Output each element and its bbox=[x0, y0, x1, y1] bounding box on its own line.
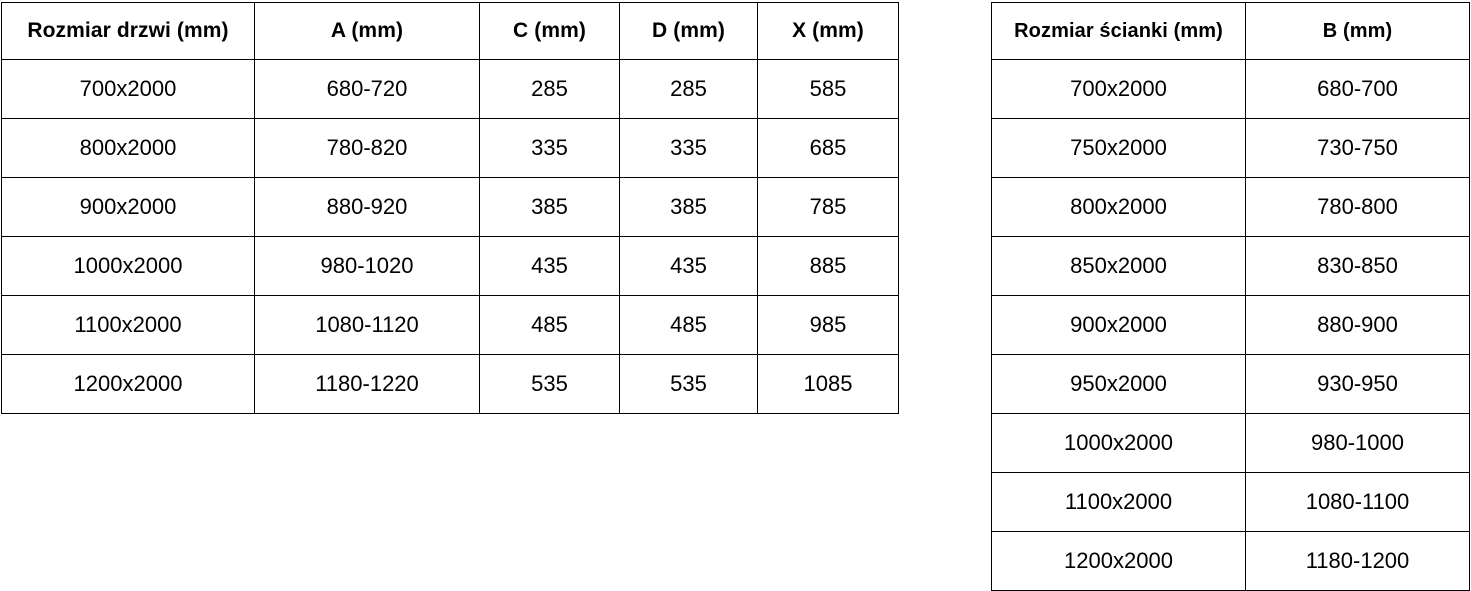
door-cell-c: 435 bbox=[479, 236, 620, 296]
wall-cell-b: 980-1000 bbox=[1245, 413, 1470, 473]
table-row: 800x2000 780-800 bbox=[991, 177, 1470, 237]
table-row: 750x2000 730-750 bbox=[991, 118, 1470, 178]
wall-cell-b: 830-850 bbox=[1245, 236, 1470, 296]
door-table-header-x: X (mm) bbox=[757, 2, 899, 60]
table-row: 700x2000 680-700 bbox=[991, 59, 1470, 119]
door-cell-d: 385 bbox=[619, 177, 758, 237]
door-cell-size: 700x2000 bbox=[1, 59, 255, 119]
door-table-header-a: A (mm) bbox=[254, 2, 480, 60]
door-table-header-d: D (mm) bbox=[619, 2, 758, 60]
door-cell-x: 785 bbox=[757, 177, 899, 237]
door-cell-c: 335 bbox=[479, 118, 620, 178]
table-row: 1000x2000 980-1020 435 435 885 bbox=[1, 236, 899, 296]
table-row: 950x2000 930-950 bbox=[991, 354, 1470, 414]
door-cell-size: 800x2000 bbox=[1, 118, 255, 178]
wall-cell-size: 700x2000 bbox=[991, 59, 1246, 119]
door-cell-size: 1200x2000 bbox=[1, 354, 255, 414]
wall-cell-b: 930-950 bbox=[1245, 354, 1470, 414]
door-table-header-c: C (mm) bbox=[479, 2, 620, 60]
door-cell-c: 485 bbox=[479, 295, 620, 355]
wall-cell-size: 850x2000 bbox=[991, 236, 1246, 296]
door-cell-x: 1085 bbox=[757, 354, 899, 414]
table-row: 900x2000 880-900 bbox=[991, 295, 1470, 355]
door-table-header-row: Rozmiar drzwi (mm) A (mm) C (mm) D (mm) … bbox=[1, 2, 899, 60]
wall-cell-b: 730-750 bbox=[1245, 118, 1470, 178]
door-cell-x: 685 bbox=[757, 118, 899, 178]
door-cell-d: 485 bbox=[619, 295, 758, 355]
wall-table-header-row: Rozmiar ścianki (mm) B (mm) bbox=[991, 2, 1470, 60]
door-cell-x: 885 bbox=[757, 236, 899, 296]
wall-panel-size-table: Rozmiar ścianki (mm) B (mm) 700x2000 680… bbox=[991, 2, 1470, 591]
door-cell-c: 285 bbox=[479, 59, 620, 119]
wall-cell-b: 1180-1200 bbox=[1245, 531, 1470, 591]
door-cell-d: 435 bbox=[619, 236, 758, 296]
table-row: 1200x2000 1180-1220 535 535 1085 bbox=[1, 354, 899, 414]
wall-cell-b: 680-700 bbox=[1245, 59, 1470, 119]
table-row: 1100x2000 1080-1120 485 485 985 bbox=[1, 295, 899, 355]
table-row: 1000x2000 980-1000 bbox=[991, 413, 1470, 473]
door-size-table: Rozmiar drzwi (mm) A (mm) C (mm) D (mm) … bbox=[1, 2, 899, 414]
door-cell-d: 535 bbox=[619, 354, 758, 414]
door-cell-d: 335 bbox=[619, 118, 758, 178]
wall-table-header-b: B (mm) bbox=[1245, 2, 1470, 60]
table-row: 900x2000 880-920 385 385 785 bbox=[1, 177, 899, 237]
door-cell-size: 1100x2000 bbox=[1, 295, 255, 355]
door-cell-a: 880-920 bbox=[254, 177, 480, 237]
wall-cell-size: 1200x2000 bbox=[991, 531, 1246, 591]
wall-cell-b: 880-900 bbox=[1245, 295, 1470, 355]
door-cell-c: 385 bbox=[479, 177, 620, 237]
door-cell-a: 1080-1120 bbox=[254, 295, 480, 355]
wall-cell-b: 1080-1100 bbox=[1245, 472, 1470, 532]
wall-cell-size: 900x2000 bbox=[991, 295, 1246, 355]
wall-cell-size: 950x2000 bbox=[991, 354, 1246, 414]
door-cell-x: 985 bbox=[757, 295, 899, 355]
door-cell-a: 680-720 bbox=[254, 59, 480, 119]
door-table-header-size: Rozmiar drzwi (mm) bbox=[1, 2, 255, 60]
door-cell-d: 285 bbox=[619, 59, 758, 119]
door-cell-x: 585 bbox=[757, 59, 899, 119]
door-cell-size: 900x2000 bbox=[1, 177, 255, 237]
wall-cell-size: 800x2000 bbox=[991, 177, 1246, 237]
door-cell-a: 980-1020 bbox=[254, 236, 480, 296]
wall-cell-size: 1000x2000 bbox=[991, 413, 1246, 473]
table-row: 1100x2000 1080-1100 bbox=[991, 472, 1470, 532]
wall-cell-size: 1100x2000 bbox=[991, 472, 1246, 532]
door-cell-size: 1000x2000 bbox=[1, 236, 255, 296]
table-row: 850x2000 830-850 bbox=[991, 236, 1470, 296]
table-row: 800x2000 780-820 335 335 685 bbox=[1, 118, 899, 178]
wall-cell-size: 750x2000 bbox=[991, 118, 1246, 178]
wall-cell-b: 780-800 bbox=[1245, 177, 1470, 237]
door-cell-c: 535 bbox=[479, 354, 620, 414]
wall-table-header-size: Rozmiar ścianki (mm) bbox=[991, 2, 1246, 60]
table-row: 1200x2000 1180-1200 bbox=[991, 531, 1470, 591]
table-row: 700x2000 680-720 285 285 585 bbox=[1, 59, 899, 119]
door-cell-a: 1180-1220 bbox=[254, 354, 480, 414]
door-cell-a: 780-820 bbox=[254, 118, 480, 178]
